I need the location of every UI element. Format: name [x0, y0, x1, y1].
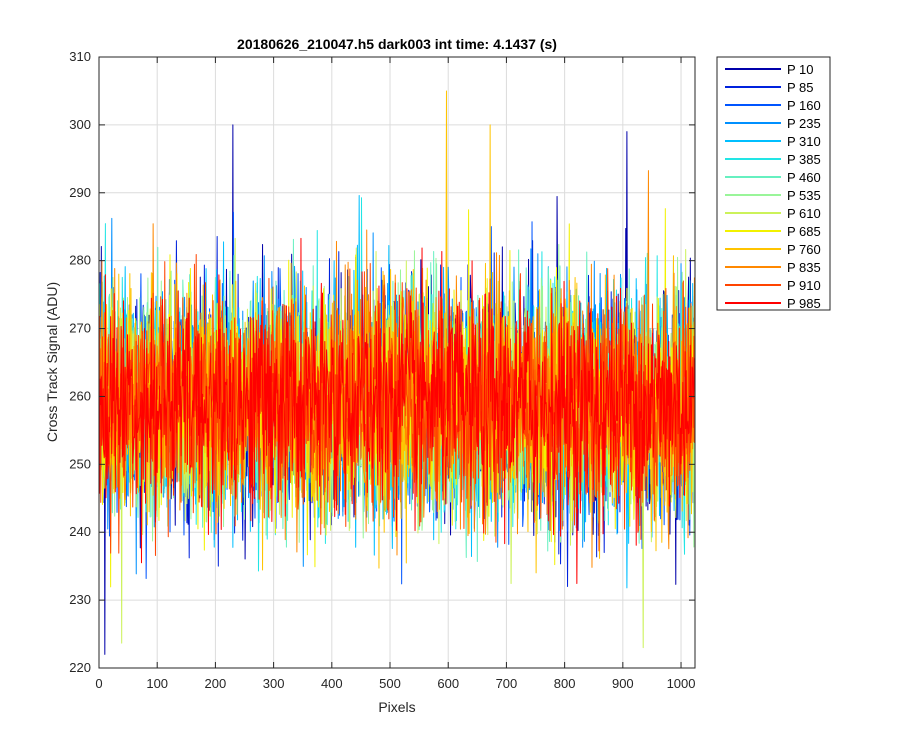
y-tick-label: 240 [69, 524, 91, 539]
legend-label: P 910 [787, 278, 821, 293]
x-axis-label: Pixels [378, 699, 415, 715]
series-line-p-985 [98, 237, 695, 584]
legend-label: P 685 [787, 224, 821, 239]
y-tick-label: 300 [69, 117, 91, 132]
legend-label: P 385 [787, 152, 821, 167]
y-tick-label: 270 [69, 321, 91, 336]
series-group [98, 90, 695, 655]
legend-label: P 160 [787, 98, 821, 113]
x-tick-label: 500 [379, 676, 401, 691]
legend-label: P 85 [787, 80, 814, 95]
x-tick-label: 900 [612, 676, 634, 691]
x-tick-label: 800 [554, 676, 576, 691]
legend-label: P 760 [787, 242, 821, 257]
y-axis-label: Cross Track Signal (ADU) [44, 282, 60, 442]
x-tick-label: 100 [146, 676, 168, 691]
y-tick-label: 260 [69, 388, 91, 403]
y-tick-label: 250 [69, 456, 91, 471]
y-tick-label: 280 [69, 253, 91, 268]
legend: P 10 P 85 P 160 P 235 P 310 P 385 P 460 P 535 P … [716, 56, 831, 311]
legend-label: P 535 [787, 188, 821, 203]
x-tick-label: 600 [437, 676, 459, 691]
legend-label: P 835 [787, 260, 821, 275]
y-tick-label: 310 [69, 49, 91, 64]
legend-label: P 985 [787, 296, 821, 311]
y-tick-label: 220 [69, 660, 91, 675]
x-tick-label: 300 [263, 676, 285, 691]
ticks: 0 100 200 300 400 500 600 700 800 900 1000 220 230 24… [69, 49, 695, 691]
y-tick-label: 290 [69, 185, 91, 200]
legend-label: P 610 [787, 206, 821, 221]
x-tick-label: 0 [95, 676, 102, 691]
legend-label: P 310 [787, 134, 821, 149]
y-tick-label: 230 [69, 592, 91, 607]
legend-label: P 460 [787, 170, 821, 185]
x-tick-label: 1000 [667, 676, 696, 691]
plot-frame [98, 56, 696, 669]
legend-label: P 235 [787, 116, 821, 131]
x-tick-label: 400 [321, 676, 343, 691]
chart-title: 20180626_210047.h5 dark003 int time: 4.1… [237, 36, 557, 52]
x-tick-label: 700 [496, 676, 518, 691]
x-tick-label: 200 [205, 676, 227, 691]
legend-label: P 10 [787, 62, 814, 77]
